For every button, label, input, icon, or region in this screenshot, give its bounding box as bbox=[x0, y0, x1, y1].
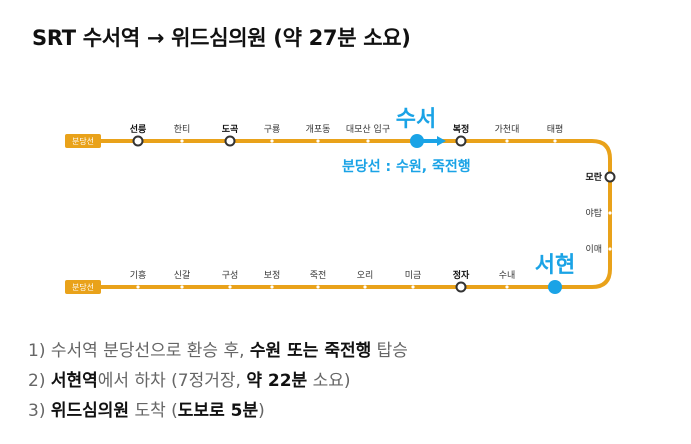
station-label: 구룡 bbox=[264, 124, 281, 135]
station-bottom-7: 정자 bbox=[453, 269, 470, 293]
station-label: 죽전 bbox=[310, 270, 327, 281]
station-label: 선릉 bbox=[130, 123, 147, 135]
station-side-1: 야탑 bbox=[585, 207, 612, 219]
step-1: 1) 수서역 분당선으로 환승 후, 수원 또는 죽전행 탑승 bbox=[28, 341, 408, 361]
highlight-station-marker bbox=[410, 134, 424, 148]
station-label: 미금 bbox=[405, 270, 422, 281]
station-dot bbox=[363, 285, 367, 289]
station-dot bbox=[608, 211, 612, 215]
station-top-7: 복정 bbox=[453, 123, 470, 147]
station-label: 오리 bbox=[357, 270, 374, 281]
station-dot bbox=[366, 139, 370, 143]
station-label: 보정 bbox=[264, 270, 281, 281]
station-label: 수내 bbox=[499, 270, 516, 281]
station-dot bbox=[228, 285, 232, 289]
line-badge-bottom: 분당선 bbox=[65, 280, 101, 294]
station-dot bbox=[270, 285, 274, 289]
station-label: 야탑 bbox=[585, 207, 602, 219]
station-dot bbox=[180, 139, 184, 143]
page-title: SRT 수서역 → 위드심의원 (약 27분 소요) bbox=[32, 26, 411, 50]
transfer-note: 분당선 : 수원, 죽전행 bbox=[342, 158, 471, 175]
transfer-station-marker bbox=[455, 281, 467, 293]
route-arrow-icon bbox=[437, 136, 446, 146]
station-bottom-6: 미금 bbox=[405, 270, 422, 289]
station-label: 가천대 bbox=[495, 124, 520, 135]
transfer-station-marker bbox=[132, 135, 144, 147]
station-top-9: 태평 bbox=[547, 124, 564, 143]
station-bottom-9 bbox=[548, 280, 562, 294]
station-label: 대모산 입구 bbox=[346, 123, 390, 135]
station-label: 모란 bbox=[585, 171, 602, 183]
origin-station-label: 수서 bbox=[396, 107, 436, 132]
line-badge-top-label: 분당선 bbox=[72, 136, 94, 146]
station-dot bbox=[553, 139, 557, 143]
line-badge-top: 분당선 bbox=[65, 134, 101, 148]
station-top-5: 대모산 입구 bbox=[346, 123, 390, 143]
station-label: 태평 bbox=[547, 124, 564, 135]
station-label: 개포동 bbox=[306, 124, 331, 135]
station-label: 이매 bbox=[585, 244, 602, 255]
destination-station-label: 서현 bbox=[535, 253, 575, 278]
station-dot bbox=[316, 285, 320, 289]
station-label: 구성 bbox=[222, 270, 239, 281]
station-label: 한티 bbox=[174, 124, 191, 135]
station-label: 정자 bbox=[453, 269, 470, 281]
station-top-1: 한티 bbox=[174, 124, 191, 143]
station-bottom-2: 구성 bbox=[222, 270, 239, 289]
station-label: 기흥 bbox=[130, 269, 147, 281]
directions-list: 1) 수서역 분당선으로 환승 후, 수원 또는 죽전행 탑승 2) 서현역에서… bbox=[28, 336, 408, 426]
line-badge-bottom-label: 분당선 bbox=[72, 282, 94, 292]
station-dot bbox=[505, 139, 509, 143]
station-top-0: 선릉 bbox=[130, 123, 147, 147]
station-dot bbox=[608, 247, 612, 251]
step-2: 2) 서현역에서 하차 (7정거장, 약 22분 소요) bbox=[28, 371, 351, 391]
station-dot bbox=[136, 285, 140, 289]
transfer-station-marker bbox=[455, 135, 467, 147]
station-top-8: 가천대 bbox=[495, 124, 520, 143]
station-dot bbox=[505, 285, 509, 289]
station-dot bbox=[180, 285, 184, 289]
station-bottom-3: 보정 bbox=[264, 270, 281, 289]
station-top-6 bbox=[410, 134, 424, 148]
station-label: 도곡 bbox=[222, 124, 239, 135]
station-label: 복정 bbox=[453, 123, 470, 135]
station-top-3: 구룡 bbox=[264, 124, 281, 143]
route-map: 분당선 분당선 선릉 한티 도곡 구룡 개포동 대모산 입구 복정 가천대 태평모란야탑이매기흥… bbox=[65, 107, 616, 294]
station-top-4: 개포동 bbox=[306, 124, 331, 143]
station-bottom-1: 신갈 bbox=[174, 270, 191, 289]
step-3: 3) 위드심의원 도착 (도보로 5분) bbox=[28, 401, 265, 421]
station-bottom-0: 기흥 bbox=[130, 269, 147, 289]
station-dot bbox=[270, 139, 274, 143]
transfer-station-marker bbox=[604, 171, 616, 183]
station-side-0: 모란 bbox=[585, 171, 616, 183]
station-bottom-8: 수내 bbox=[499, 270, 516, 289]
station-bottom-5: 오리 bbox=[357, 270, 374, 289]
highlight-station-marker bbox=[548, 280, 562, 294]
station-bottom-4: 죽전 bbox=[310, 270, 327, 289]
station-top-2: 도곡 bbox=[222, 124, 239, 147]
station-dot bbox=[316, 139, 320, 143]
station-dot bbox=[411, 285, 415, 289]
transfer-station-marker bbox=[224, 135, 236, 147]
station-side-2: 이매 bbox=[585, 244, 612, 255]
station-label: 신갈 bbox=[174, 270, 191, 281]
